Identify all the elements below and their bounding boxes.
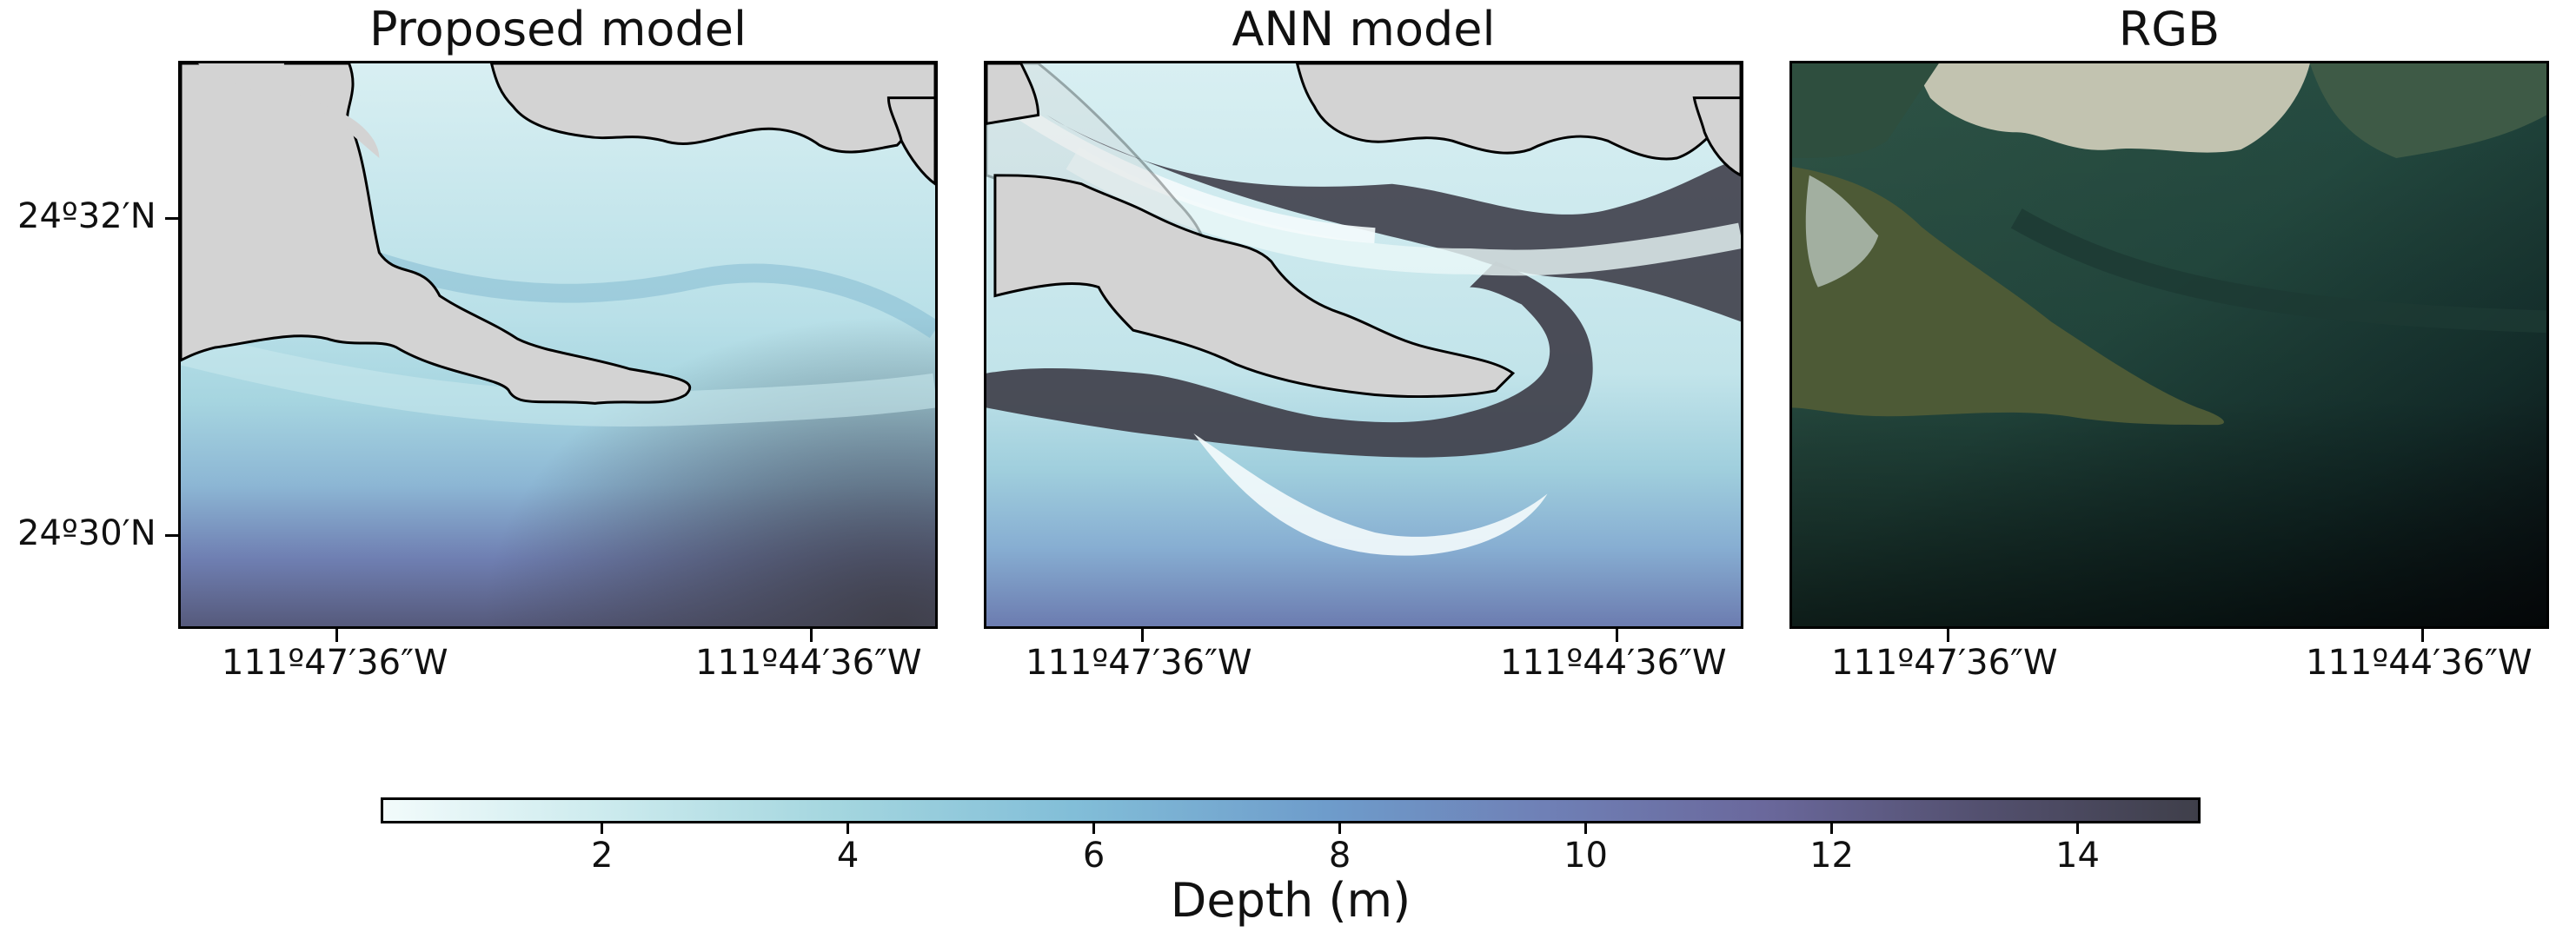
lon-tick-label-3-2: 111º44′36″W bbox=[2306, 643, 2533, 683]
lon-tick-1-2 bbox=[810, 629, 813, 642]
land-peninsula bbox=[1792, 166, 2224, 426]
lon-tick-label-1-2: 111º44′36″W bbox=[695, 643, 922, 683]
colorbar-tick-label: 14 bbox=[2055, 836, 2100, 876]
colorbar-tick bbox=[1092, 823, 1096, 834]
colorbar-tick bbox=[1830, 823, 1834, 834]
lon-tick-2-1 bbox=[1141, 629, 1144, 642]
map-ann-model bbox=[984, 61, 1743, 629]
panel-title-proposed: Proposed model bbox=[369, 2, 747, 56]
map-proposed-model bbox=[178, 61, 938, 629]
lon-tick-label-3-1: 111º47′36″W bbox=[1831, 643, 2058, 683]
depth-colorbar bbox=[381, 797, 2201, 823]
colorbar-tick-label: 2 bbox=[590, 836, 614, 876]
colorbar-label: Depth (m) bbox=[1170, 873, 1411, 928]
panel-title-ann: ANN model bbox=[1232, 2, 1496, 56]
land-north bbox=[986, 63, 1040, 125]
colorbar-tick bbox=[1338, 823, 1342, 834]
land-north bbox=[181, 63, 692, 405]
colorbar-tick bbox=[1584, 823, 1588, 834]
land-northeast bbox=[489, 63, 935, 154]
panel-title-rgb: RGB bbox=[2118, 2, 2221, 56]
lon-tick-label-2-1: 111º47′36″W bbox=[1026, 643, 1252, 683]
colorbar-tick-label: 12 bbox=[1809, 836, 1854, 876]
lat-tick-label-1: 24º32′N bbox=[17, 196, 156, 236]
lon-tick-2-2 bbox=[1616, 629, 1618, 642]
land-north-sand bbox=[1913, 63, 2310, 153]
colorbar-tick bbox=[601, 823, 604, 834]
lon-tick-label-1-1: 111º47′36″W bbox=[222, 643, 448, 683]
colorbar-tick bbox=[2076, 823, 2079, 834]
lon-tick-label-2-2: 111º44′36″W bbox=[1500, 643, 1727, 683]
map-rgb bbox=[1789, 61, 2549, 629]
colorbar-tick bbox=[846, 823, 850, 834]
lon-tick-3-1 bbox=[1947, 629, 1949, 642]
colorbar-tick-label: 6 bbox=[1082, 836, 1105, 876]
colorbar-tick-label: 4 bbox=[836, 836, 860, 876]
colorbar-tick-label: 10 bbox=[1564, 836, 1609, 876]
lat-tick-2 bbox=[165, 534, 178, 537]
colorbar-tick-label: 8 bbox=[1328, 836, 1351, 876]
lat-tick-label-2: 24º30′N bbox=[17, 513, 156, 553]
lon-tick-1-1 bbox=[335, 629, 338, 642]
lat-tick-1 bbox=[165, 217, 178, 220]
lon-tick-3-2 bbox=[2421, 629, 2424, 642]
land-northeast bbox=[1295, 63, 1741, 161]
